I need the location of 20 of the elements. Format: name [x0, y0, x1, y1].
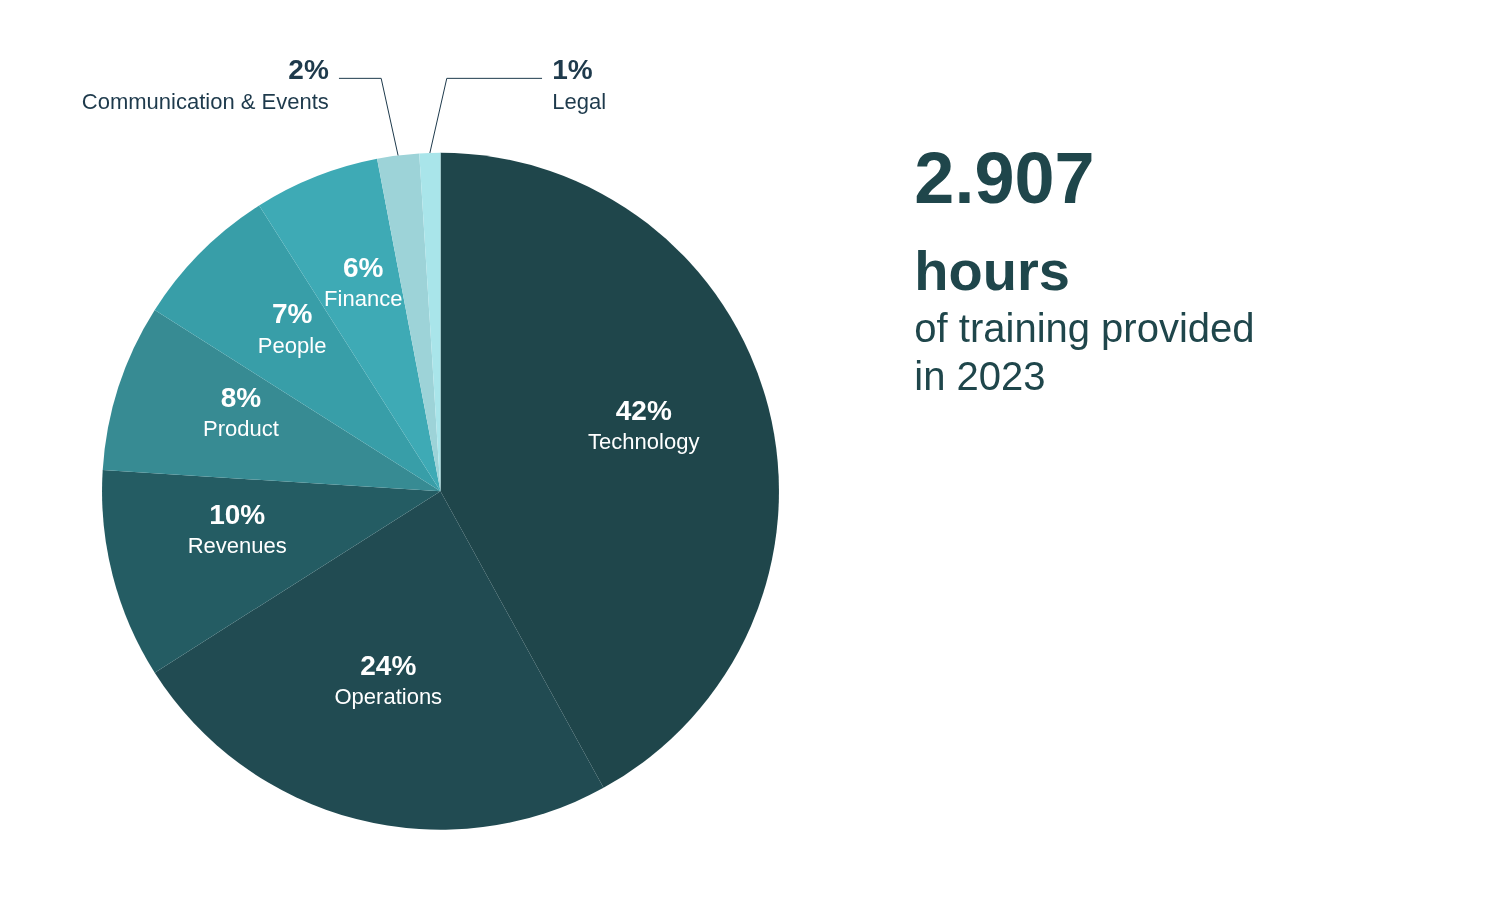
text: hours — [914, 239, 1070, 303]
text: 2.907 — [914, 137, 1095, 218]
data-label: 7% — [271, 298, 313, 330]
text: in 2023 — [914, 354, 1046, 399]
slice-label: Finance — [324, 286, 403, 312]
data-label: 8% — [220, 381, 262, 413]
data-label: 24% — [360, 649, 417, 681]
slice-label: Technology — [588, 428, 700, 454]
text: of training provided — [914, 306, 1255, 351]
slice-label: Communication & Events — [81, 88, 329, 114]
slice-label: Operations — [334, 684, 443, 710]
slice-label: Revenues — [187, 533, 287, 559]
data-label: 10% — [209, 498, 266, 530]
data-label: 6% — [343, 251, 384, 283]
data-label: 2% — [288, 54, 329, 86]
data-label: 42% — [615, 394, 672, 426]
slice-label: People — [257, 332, 327, 358]
slice-label: Legal — [552, 88, 607, 114]
slice-label: Product — [203, 416, 279, 442]
data-label: 1% — [552, 54, 593, 86]
